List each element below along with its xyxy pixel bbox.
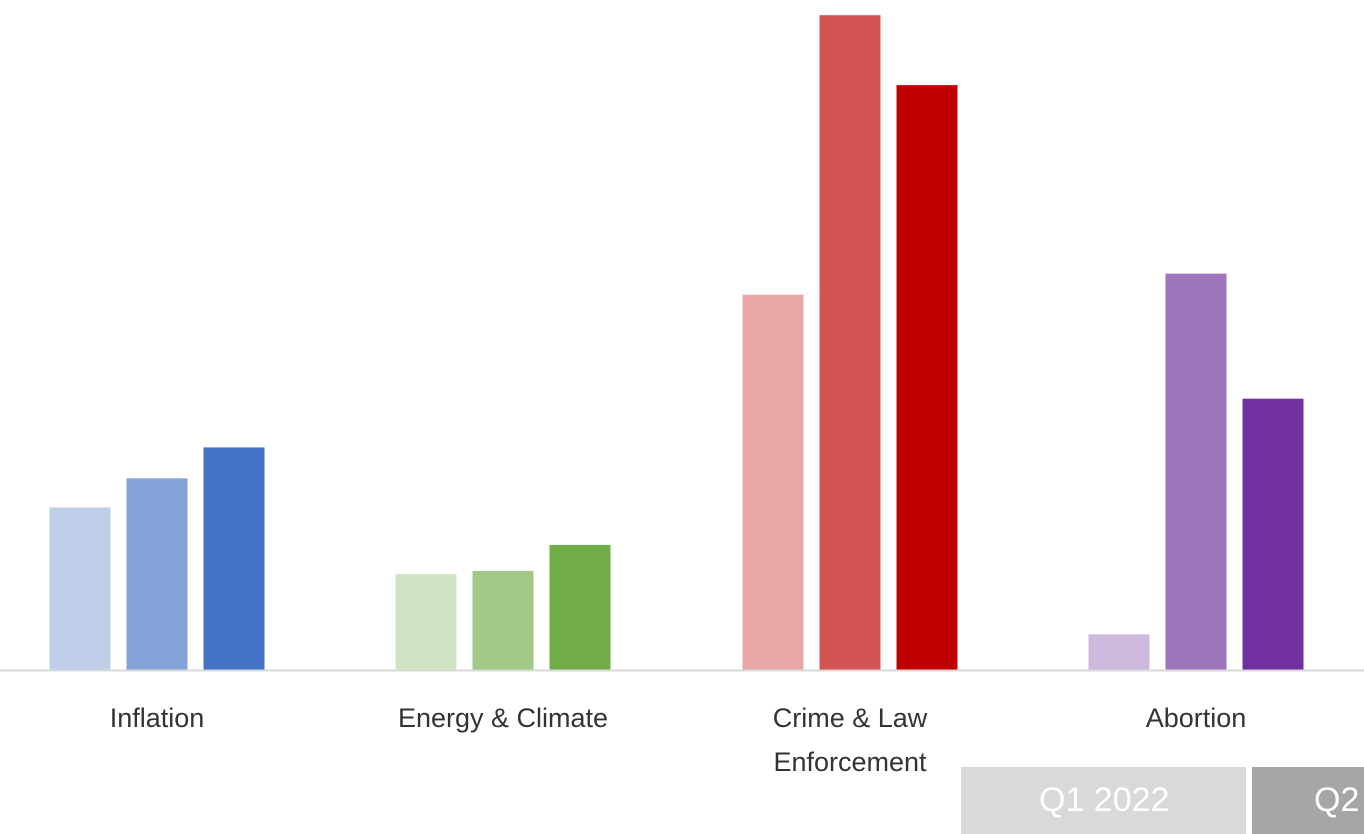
category-label-line: Crime & Law — [772, 703, 928, 733]
bar-3-3 — [896, 85, 958, 671]
bar-2-3 — [549, 544, 611, 670]
category-label-line: Enforcement — [773, 747, 927, 777]
category-label: Inflation — [7, 696, 307, 740]
bar-1-2 — [126, 478, 188, 670]
bar-4-2 — [1165, 273, 1227, 670]
category-label: Energy & Climate — [353, 696, 653, 740]
bar-4-3 — [1242, 398, 1304, 670]
bar-3-2 — [819, 15, 881, 670]
bar-4-1 — [1088, 634, 1150, 670]
category-label-line: Abortion — [1145, 703, 1247, 733]
bar-1-3 — [203, 447, 265, 670]
category-label-line: Inflation — [109, 703, 205, 733]
bar-3-1 — [742, 294, 804, 670]
category-label-line: Energy & Climate — [397, 703, 609, 733]
category-label: Abortion — [1046, 696, 1346, 740]
bar-1-1 — [49, 507, 111, 670]
legend-item: Q2 — [1252, 767, 1364, 834]
bar-2-2 — [472, 570, 534, 670]
bar-2-1 — [395, 574, 457, 670]
legend-item: Q1 2022 — [961, 767, 1246, 834]
bar-chart — [0, 15, 1364, 672]
category-label: Crime & Law Enforcement — [700, 696, 1000, 784]
